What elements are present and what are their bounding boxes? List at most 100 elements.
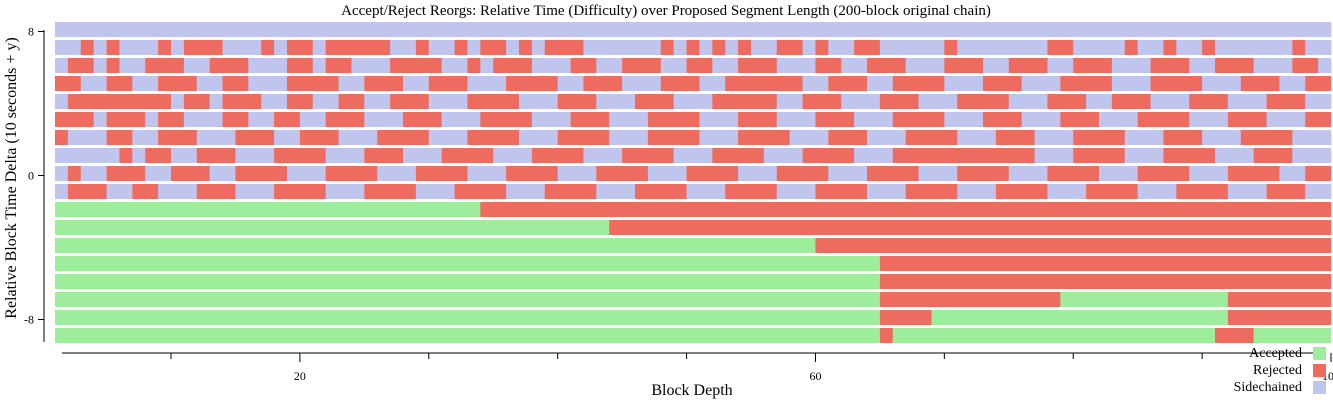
band-segment-rejected (635, 94, 675, 109)
band-segment-sidechained (196, 76, 223, 91)
band-segment-sidechained (763, 148, 803, 163)
band-segment-rejected (879, 328, 894, 343)
band-segment-rejected (287, 76, 339, 91)
band-segment-sidechained (222, 40, 262, 55)
band-segment-sidechained (312, 58, 327, 73)
band-segment-sidechained (1099, 166, 1139, 181)
band-segment-rejected (1086, 184, 1139, 199)
band-segment-rejected (957, 94, 1010, 109)
band-segment-rejected (467, 58, 481, 73)
band-segment-sidechained (867, 76, 894, 91)
y-tick-label: 0 (28, 169, 34, 183)
band-segment-rejected (867, 166, 919, 181)
band-segment-rejected (802, 148, 855, 163)
band-segment-rejected (892, 112, 945, 127)
band-segment-sidechained (905, 58, 945, 73)
band-segment-sidechained (583, 40, 662, 55)
band-segment-rejected (725, 76, 803, 91)
band-segment-sidechained (944, 112, 984, 127)
band-segment-sidechained (622, 76, 662, 91)
band-segment-sidechained (119, 40, 159, 55)
band-segment-sidechained (441, 112, 481, 127)
band-segment-sidechained (802, 40, 816, 55)
band-segment-rejected (686, 40, 700, 55)
band-segment-sidechained (802, 76, 829, 91)
band-segment-rejected (235, 130, 275, 145)
band-segment-sidechained (274, 40, 288, 55)
band-segment-rejected (145, 58, 185, 73)
band-segment-rejected (1111, 94, 1151, 109)
band-segment-sidechained (776, 184, 816, 199)
band-segment-sidechained (1073, 40, 1126, 55)
band-segment-rejected (158, 112, 185, 127)
band-segment-rejected (428, 76, 468, 91)
band-segment-rejected (1305, 112, 1332, 127)
band-segment-rejected (480, 40, 507, 55)
band-segment-sidechained (1047, 58, 1074, 73)
band-segment-accepted (55, 292, 881, 307)
band-segment-sidechained (1099, 112, 1139, 127)
band-segment-rejected (1215, 58, 1255, 73)
band-segment-sidechained (1137, 184, 1177, 199)
band-segment-sidechained (338, 76, 365, 91)
band-segment-sidechained (1292, 148, 1332, 163)
band-segment-rejected (222, 112, 249, 127)
legend: Accepted Rejected Sidechained (1234, 346, 1326, 395)
band-segment-sidechained (1047, 184, 1087, 199)
band-segment-rejected (299, 130, 339, 145)
band-row (55, 148, 1332, 163)
band-segment-sidechained (1086, 94, 1113, 109)
band-segment-rejected (686, 166, 739, 181)
band-segment-sidechained (261, 94, 288, 109)
band-segment-rejected (609, 220, 1332, 235)
band-segment-rejected (325, 40, 391, 55)
band-segment-sidechained (957, 130, 997, 145)
band-row (55, 310, 1332, 325)
band-segment-rejected (106, 130, 133, 145)
band-segment-sidechained (196, 130, 236, 145)
y-tick-label: -8 (24, 313, 34, 327)
band-segment-rejected (1060, 76, 1113, 91)
band-segment-sidechained (80, 166, 107, 181)
band-segment-rejected (995, 130, 1035, 145)
band-segment-rejected (67, 94, 172, 109)
band-segment-sidechained (480, 58, 494, 73)
band-segment-sidechained (235, 148, 275, 163)
band-segment-rejected (738, 58, 778, 73)
band-segment-rejected (506, 76, 559, 91)
band-segment-rejected (1305, 76, 1332, 91)
band-segment-sidechained (106, 184, 133, 199)
band-segment-sidechained (93, 40, 107, 55)
x-ticks: 20 60 100 (170, 353, 1333, 383)
band-segment-sidechained (467, 40, 481, 55)
band-segment-sidechained (55, 184, 69, 199)
legend-label: Rejected (1253, 363, 1302, 378)
band-segment-sidechained (712, 58, 739, 73)
band-segment-rejected (325, 166, 378, 181)
x-axis-label: Block Depth (651, 382, 732, 399)
band-segment-sidechained (467, 76, 507, 91)
band-row (55, 220, 1332, 235)
band-segment-rejected (531, 148, 584, 163)
band-segment-rejected (287, 40, 314, 55)
band-segment-sidechained (119, 58, 146, 73)
band-segment-sidechained (132, 148, 146, 163)
band-segment-rejected (158, 76, 198, 91)
band-segment-sidechained (132, 76, 159, 91)
band-segment-rejected (622, 58, 662, 73)
band-segment-sidechained (428, 40, 455, 55)
band-segment-sidechained (1266, 112, 1306, 127)
band-segment-rejected (1202, 40, 1216, 55)
band-segment-sidechained (1189, 58, 1216, 73)
band-segment-sidechained (918, 94, 958, 109)
band-segment-rejected (390, 58, 443, 73)
band-row (55, 292, 1332, 307)
band-segment-rejected (183, 94, 211, 109)
legend-label: Accepted (1249, 346, 1302, 361)
band-segment-rejected (158, 130, 198, 145)
band-segment-sidechained (377, 166, 417, 181)
band-segment-sidechained (751, 40, 778, 55)
axes (43, 30, 1322, 354)
band-segment-rejected (1073, 148, 1126, 163)
band-segment-sidechained (776, 94, 803, 109)
